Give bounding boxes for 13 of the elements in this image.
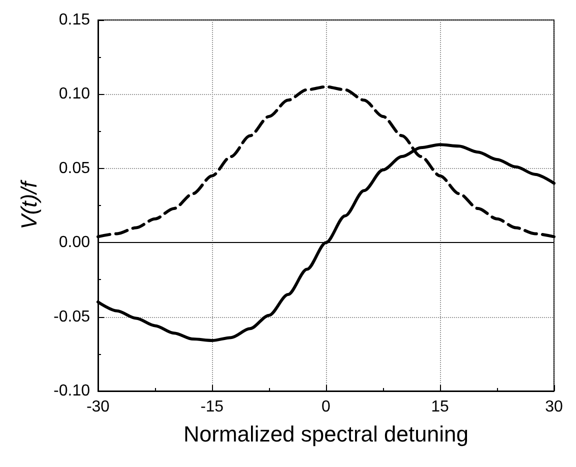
x-tick-label: 30 bbox=[545, 398, 563, 416]
y-tick-label: 0.05 bbox=[58, 160, 90, 177]
y-tick-label: 0.15 bbox=[58, 12, 90, 28]
x-tick-label: 15 bbox=[431, 398, 449, 416]
y-axis-title: V(t)/f bbox=[16, 178, 42, 230]
x-tick-label: 0 bbox=[322, 398, 331, 416]
y-tick-label: 0.00 bbox=[58, 234, 90, 252]
x-axis-title: Normalized spectral detuning bbox=[184, 422, 468, 446]
y-tick-label: 0.10 bbox=[58, 86, 90, 103]
y-tick-label: -0.05 bbox=[54, 308, 90, 326]
x-tick-label: -15 bbox=[200, 398, 224, 416]
x-tick-label: -30 bbox=[86, 398, 110, 416]
y-tick-label: -0.10 bbox=[54, 382, 90, 400]
